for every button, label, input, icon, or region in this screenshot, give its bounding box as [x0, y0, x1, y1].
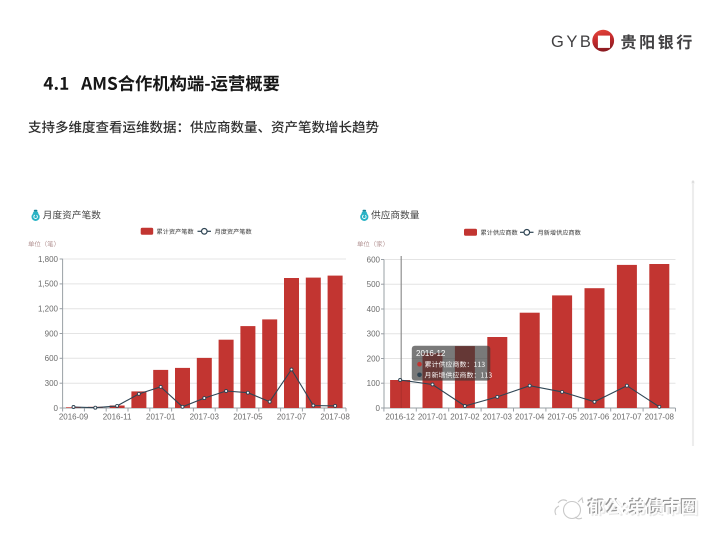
svg-text:0: 0	[376, 404, 381, 413]
svg-text:2017-06: 2017-06	[580, 413, 610, 422]
svg-text:2016-09: 2016-09	[59, 413, 89, 422]
svg-text:100: 100	[367, 379, 381, 388]
svg-text:200: 200	[367, 354, 381, 363]
svg-text:2017-04: 2017-04	[515, 413, 545, 422]
svg-text:900: 900	[45, 329, 59, 338]
svg-text:2017-01: 2017-01	[418, 413, 448, 422]
svg-text:300: 300	[45, 379, 59, 388]
svg-text:1,200: 1,200	[38, 305, 59, 314]
svg-text:600: 600	[367, 255, 381, 264]
svg-text:1,800: 1,800	[38, 255, 59, 264]
svg-text:2017-08: 2017-08	[645, 413, 675, 422]
svg-text:2017-05: 2017-05	[233, 413, 263, 422]
svg-text:0: 0	[54, 404, 59, 413]
svg-text:1,500: 1,500	[38, 280, 59, 289]
svg-text:2017-01: 2017-01	[146, 413, 176, 422]
svg-text:2017-07: 2017-07	[612, 413, 642, 422]
svg-text:2016-12: 2016-12	[416, 349, 446, 358]
svg-text:2017-08: 2017-08	[320, 413, 350, 422]
svg-text:2017-07: 2017-07	[277, 413, 307, 422]
svg-text:300: 300	[367, 330, 381, 339]
svg-text:2017-03: 2017-03	[190, 413, 220, 422]
svg-text:400: 400	[367, 305, 381, 314]
svg-text:2017-02: 2017-02	[450, 413, 480, 422]
svg-text:2017-03: 2017-03	[483, 413, 513, 422]
svg-text:GYB: GYB	[551, 33, 593, 51]
svg-text:500: 500	[367, 280, 381, 289]
svg-text:2016-12: 2016-12	[385, 413, 415, 422]
svg-text:600: 600	[45, 354, 59, 363]
svg-text:2016-11: 2016-11	[103, 413, 132, 422]
svg-text:2017-05: 2017-05	[547, 413, 577, 422]
